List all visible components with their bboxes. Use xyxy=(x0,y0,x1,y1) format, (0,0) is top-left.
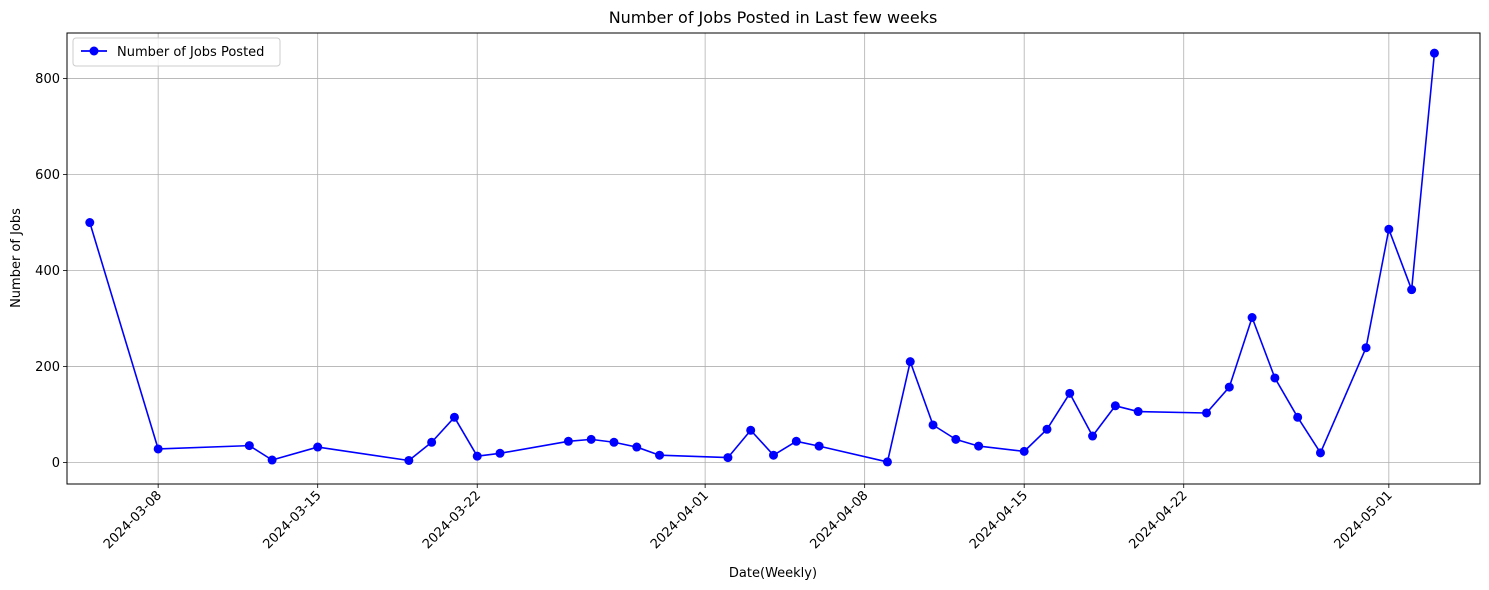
data-point xyxy=(1429,48,1439,58)
data-point xyxy=(655,450,665,460)
data-point xyxy=(427,437,437,447)
data-point xyxy=(1088,431,1098,441)
x-axis-ticks: 2024-03-08 2024-03-15 2024-03-22 2024-04-01… xyxy=(101,484,1396,552)
data-point xyxy=(1361,343,1371,353)
y-axis-ticks: 0 200 400 600 800 xyxy=(35,72,67,471)
x-tick-label: 2024-03-08 xyxy=(101,488,165,552)
data-point xyxy=(905,357,915,367)
legend-marker-swatch xyxy=(89,46,99,56)
y-tick-label: 200 xyxy=(35,360,60,375)
data-point xyxy=(928,420,938,430)
legend-box xyxy=(72,37,281,67)
chart-title: Number of Jobs Posted in Last few weeks xyxy=(609,8,938,27)
legend-series-label: Number of Jobs Posted xyxy=(117,45,264,60)
data-point xyxy=(1110,401,1120,411)
plot-area-frame xyxy=(66,32,1481,485)
y-tick-label: 400 xyxy=(35,264,60,279)
x-tick-label: 2024-04-22 xyxy=(1127,488,1191,552)
data-point xyxy=(1293,412,1303,422)
data-point xyxy=(1042,424,1052,434)
series-line xyxy=(89,53,1436,463)
data-point xyxy=(1019,446,1029,456)
data-point xyxy=(632,442,642,452)
legend: Number of Jobs Posted xyxy=(72,37,281,67)
data-point xyxy=(746,425,756,435)
x-tick-label: 2024-04-01 xyxy=(648,488,712,552)
data-point xyxy=(267,455,277,465)
data-point xyxy=(586,434,596,444)
data-point xyxy=(1133,407,1143,417)
data-point xyxy=(882,457,892,467)
data-point xyxy=(1384,224,1394,234)
y-tick-label: 0 xyxy=(52,456,60,471)
data-point xyxy=(974,441,984,451)
x-tick-label: 2024-04-08 xyxy=(807,488,871,552)
data-point xyxy=(404,455,414,465)
y-axis-label: Number of Jobs xyxy=(9,208,24,308)
data-point xyxy=(244,441,254,451)
data-point xyxy=(769,450,778,460)
y-tick-label: 600 xyxy=(35,168,60,183)
data-point xyxy=(153,444,163,454)
data-point xyxy=(449,412,459,422)
data-point xyxy=(1407,285,1417,295)
x-tick-label: 2024-03-15 xyxy=(260,488,324,552)
x-tick-label: 2024-03-22 xyxy=(420,488,484,552)
data-point xyxy=(609,437,619,447)
data-point xyxy=(472,451,482,461)
y-tick-label: 800 xyxy=(35,72,60,87)
x-tick-label: 2024-05-01 xyxy=(1332,488,1396,552)
data-point xyxy=(1065,388,1075,398)
data-point xyxy=(723,453,733,463)
series-line-group xyxy=(85,48,1439,467)
data-point xyxy=(1202,408,1212,418)
data-point xyxy=(951,434,961,444)
grid-lines xyxy=(67,33,1480,484)
data-point xyxy=(85,218,95,228)
data-point xyxy=(1315,448,1325,458)
data-point xyxy=(313,442,323,452)
x-tick-label: 2024-04-15 xyxy=(967,488,1031,552)
x-axis-label: Date(Weekly) xyxy=(729,566,817,581)
data-point xyxy=(791,436,801,446)
data-point xyxy=(563,436,573,446)
data-point xyxy=(495,448,505,458)
data-point xyxy=(1270,373,1280,383)
data-point xyxy=(1224,382,1234,392)
data-point xyxy=(814,441,824,451)
data-point xyxy=(1247,313,1257,323)
